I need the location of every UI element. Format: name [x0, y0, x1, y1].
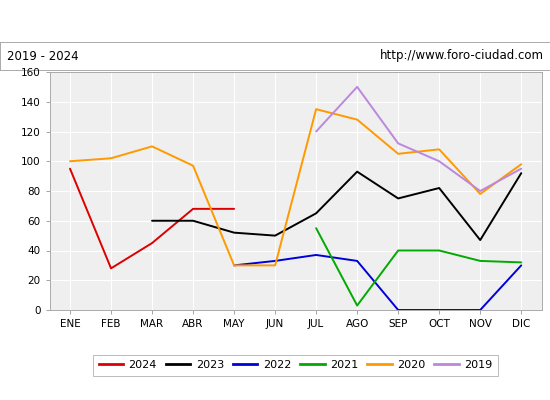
Text: 2019 - 2024: 2019 - 2024	[7, 50, 78, 62]
Text: Evolucion Nº Turistas Extranjeros en el municipio de San Pedro de Mérida: Evolucion Nº Turistas Extranjeros en el …	[40, 14, 510, 28]
Legend: 2024, 2023, 2022, 2021, 2020, 2019: 2024, 2023, 2022, 2021, 2020, 2019	[93, 355, 498, 376]
Text: http://www.foro-ciudad.com: http://www.foro-ciudad.com	[379, 50, 543, 62]
